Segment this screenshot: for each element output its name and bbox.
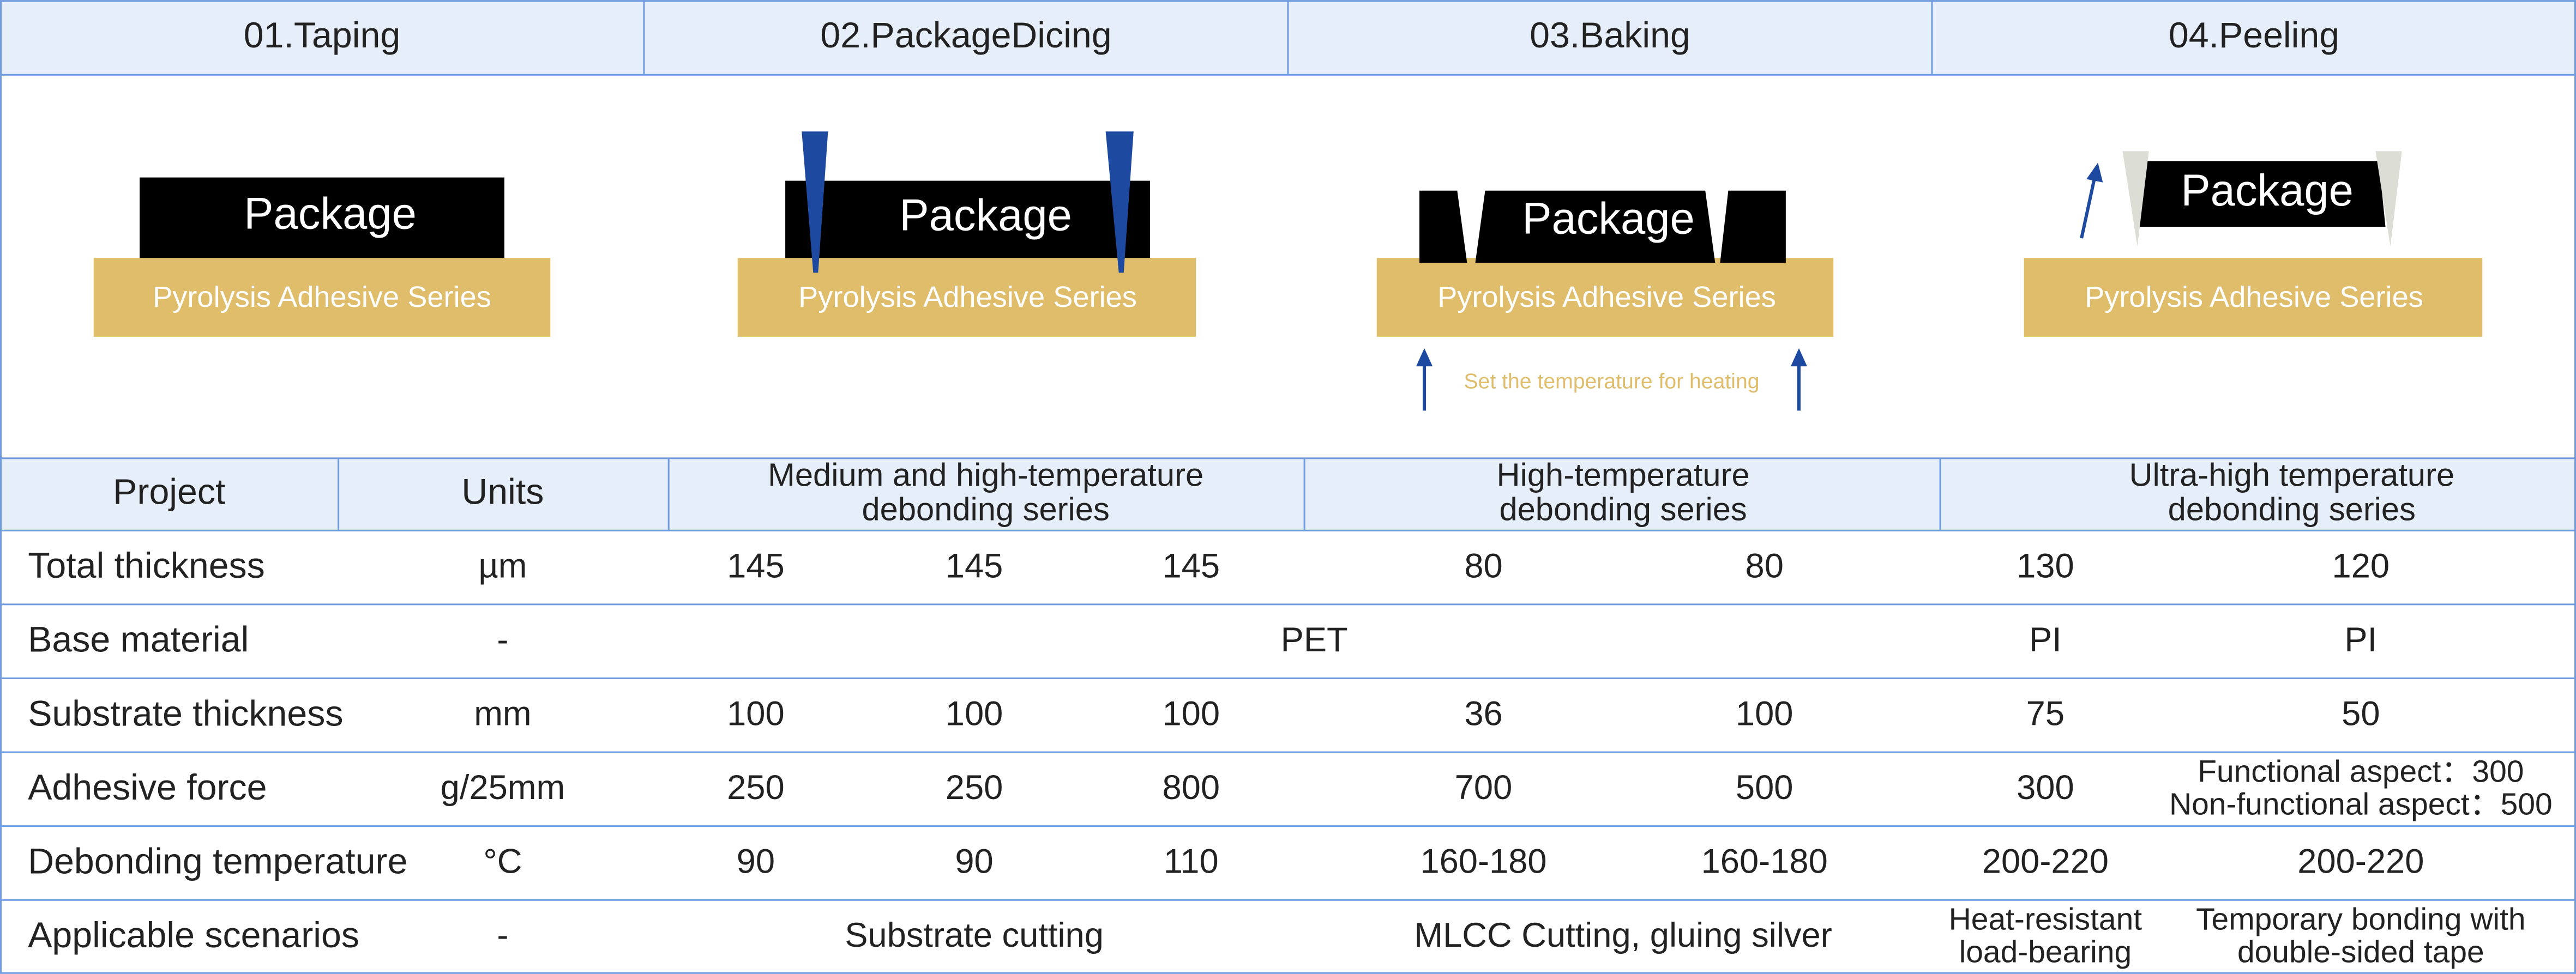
row-label: Total thickness <box>28 546 265 586</box>
value-cell: 300 <box>2017 769 2074 807</box>
step-title: 03.Baking <box>1530 15 1690 56</box>
row-label: Substrate thickness <box>28 693 343 734</box>
column-header: Ultra-high temperature <box>2129 456 2454 493</box>
column-header: Medium and high-temperature <box>768 456 1203 493</box>
unit-cell: - <box>497 916 508 954</box>
value-cell: 500 <box>1736 769 1793 807</box>
value-cell: 120 <box>2332 547 2390 585</box>
value-cell: 36 <box>1464 694 1502 733</box>
package-label: Package <box>899 190 1072 240</box>
column-header: Project <box>113 472 225 512</box>
table-header-bg <box>0 457 2576 531</box>
value-cell: 80 <box>1746 547 1784 585</box>
value-cell: double-sided tape <box>2237 935 2484 970</box>
value-cell: Temporary bonding with <box>2196 902 2525 936</box>
value-cell: Substrate cutting <box>845 916 1104 954</box>
row-label: Applicable scenarios <box>28 915 359 955</box>
unit-cell: mm <box>474 694 531 733</box>
package-block <box>1475 190 1716 263</box>
value-cell: 100 <box>1736 694 1793 733</box>
package-block <box>1419 190 1467 263</box>
value-cell: 145 <box>727 547 785 585</box>
value-cell: 160-180 <box>1701 843 1828 881</box>
adhesive-label: Pyrolysis Adhesive Series <box>798 281 1137 313</box>
value-cell: 50 <box>2342 694 2380 733</box>
row-label: Base material <box>28 620 249 660</box>
value-cell: Functional aspect：300 <box>2198 754 2524 789</box>
value-cell: 100 <box>946 694 1003 733</box>
adhesive-layer <box>2024 258 2483 337</box>
unit-cell: - <box>497 621 508 659</box>
column-header: High-temperature <box>1497 456 1750 493</box>
unit-cell: µm <box>478 547 527 585</box>
value-cell: PET <box>1281 621 1348 659</box>
value-cell: load-bearing <box>1959 935 2132 970</box>
row-label: Adhesive force <box>28 767 267 808</box>
column-header: Units <box>461 472 544 512</box>
dicing-blade <box>802 131 828 273</box>
package-label: Package <box>1522 193 1694 243</box>
package-label: Package <box>244 189 417 238</box>
dicing-blade <box>1105 131 1134 273</box>
step-title: 01.Taping <box>244 15 400 56</box>
value-cell: 250 <box>946 769 1003 807</box>
adhesive-label: Pyrolysis Adhesive Series <box>153 281 491 313</box>
value-cell: 90 <box>737 843 775 881</box>
unit-cell: °C <box>483 843 522 881</box>
package-block <box>1720 190 1786 263</box>
adhesive-layer <box>93 258 551 337</box>
peel-arrow-head <box>2086 162 2103 183</box>
step-title: 02.PackageDicing <box>820 15 1111 56</box>
adhesive-layer <box>1376 258 1834 337</box>
value-cell: PI <box>2344 621 2377 659</box>
heat-arrow-head <box>1416 348 1433 367</box>
value-cell: 145 <box>1162 547 1220 585</box>
package-block <box>2135 161 2386 227</box>
value-cell: 800 <box>1162 769 1220 807</box>
value-cell: 90 <box>955 843 993 881</box>
value-cell: 700 <box>1455 769 1513 807</box>
value-cell: 100 <box>727 694 785 733</box>
column-header: debonding series <box>1499 491 1747 527</box>
value-cell: 80 <box>1464 547 1502 585</box>
value-cell: 160-180 <box>1420 843 1546 881</box>
peel-arrow <box>2080 177 2097 239</box>
value-cell: Heat-resistant <box>1949 902 2142 936</box>
package-block <box>140 177 504 258</box>
value-cell: 250 <box>727 769 785 807</box>
value-cell: 110 <box>1164 843 1219 881</box>
adhesive-label: Pyrolysis Adhesive Series <box>1437 281 1776 313</box>
adhesive-label: Pyrolysis Adhesive Series <box>2085 281 2423 313</box>
value-cell: Non-functional aspect：500 <box>2169 787 2553 821</box>
column-header: debonding series <box>2168 491 2416 527</box>
unit-cell: g/25mm <box>441 769 565 807</box>
value-cell: PI <box>2029 621 2062 659</box>
peel-blade <box>2375 151 2402 247</box>
package-label: Package <box>2181 166 2354 215</box>
heating-note: Set the temperature for heating <box>1464 370 1760 394</box>
package-block <box>785 180 1150 258</box>
row-label: Debonding temperature <box>28 841 407 881</box>
value-cell: 200-220 <box>1982 843 2109 881</box>
peel-blade <box>2122 151 2149 247</box>
step-title: 04.Peeling <box>2169 15 2339 56</box>
value-cell: 200-220 <box>2297 843 2424 881</box>
value-cell: 130 <box>2017 547 2074 585</box>
column-header: debonding series <box>862 491 1110 527</box>
heat-arrow-head <box>1790 348 1808 367</box>
value-cell: MLCC Cutting, gluing silver <box>1414 916 1832 954</box>
value-cell: 145 <box>946 547 1003 585</box>
value-cell: 75 <box>2026 694 2065 733</box>
value-cell: 100 <box>1162 694 1220 733</box>
